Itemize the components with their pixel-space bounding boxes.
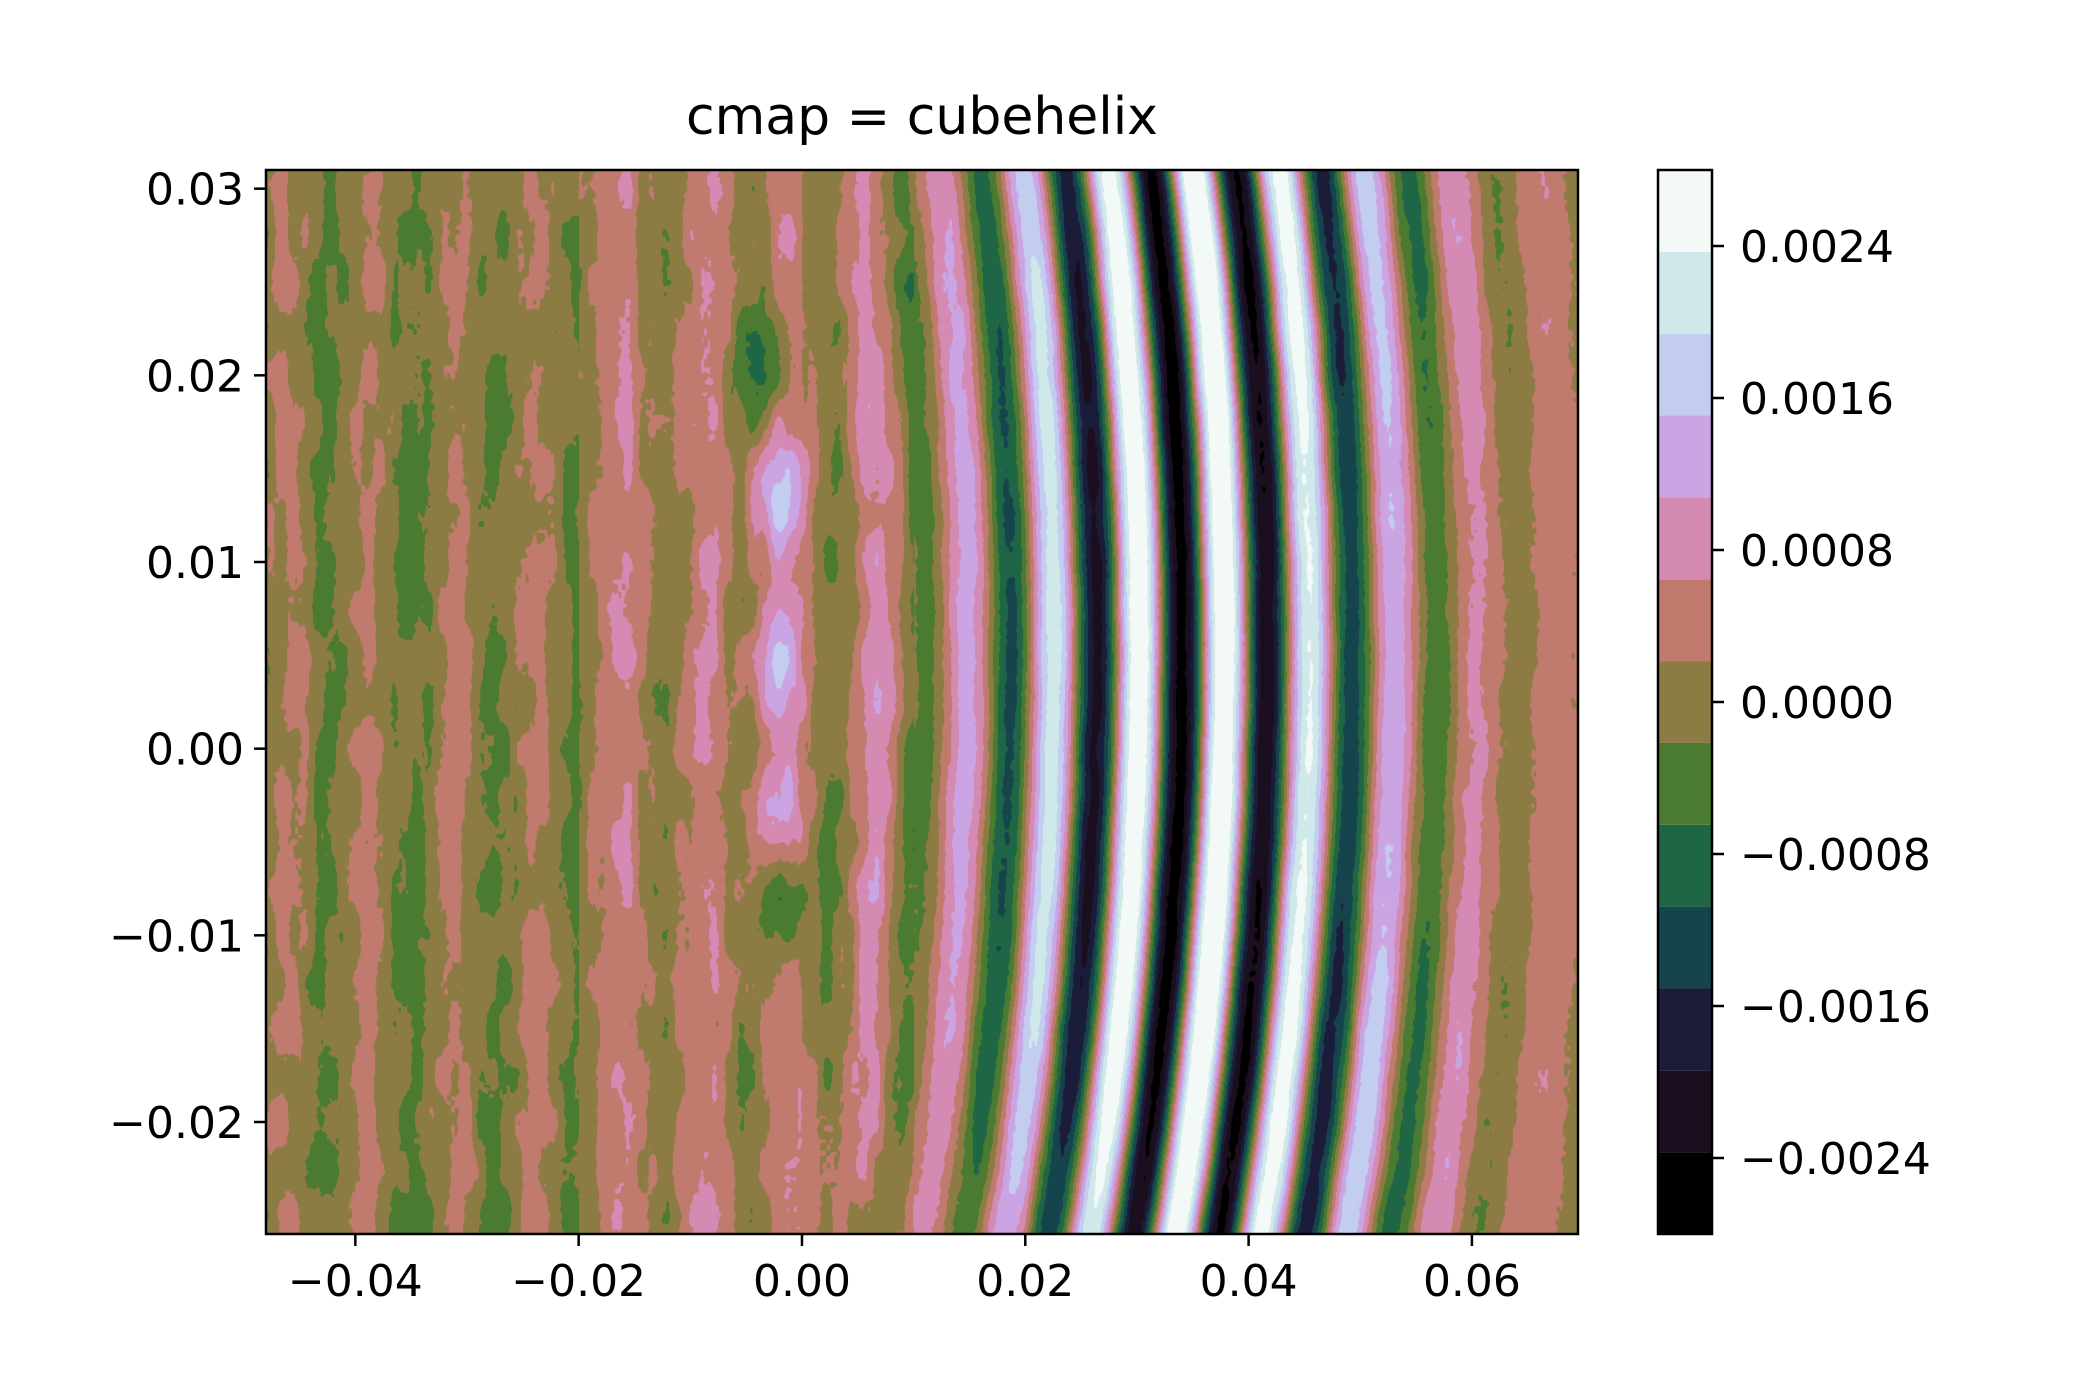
contour-field-wrapper (266, 170, 1578, 1234)
colorbar-band (1658, 251, 1712, 334)
colorbar-tick-label: 0.0000 (1740, 678, 1894, 729)
colorbar-tick-label: 0.0016 (1740, 374, 1894, 425)
colorbar-band (1658, 579, 1712, 662)
y-tick-label: 0.01 (146, 538, 244, 589)
x-tick-label: 0.00 (753, 1256, 851, 1307)
x-tick-label: 0.06 (1423, 1256, 1521, 1307)
colorbar-band (1658, 988, 1712, 1071)
x-tick-label: 0.02 (976, 1256, 1074, 1307)
x-tick-label: −0.04 (288, 1256, 423, 1307)
plot-frame (264, 168, 1580, 1236)
y-tick-label: 0.03 (146, 165, 244, 216)
colorbar-band (1658, 906, 1712, 989)
colorbar-tick-label: −0.0024 (1740, 1134, 1931, 1185)
y-tick-label: −0.01 (109, 911, 244, 962)
y-tick-label: 0.00 (146, 725, 244, 776)
colorbar-tick-label: 0.0008 (1740, 526, 1894, 577)
y-tick-label: 0.02 (146, 351, 244, 402)
colorbar-band (1658, 497, 1712, 580)
colorbar: −0.0024 −0.0016 −0.0008 0.0000 0.0008 0.0016 0… (1656, 168, 1931, 1236)
x-tick-label: 0.04 (1200, 1256, 1298, 1307)
colorbar-tick-label: −0.0008 (1740, 830, 1931, 881)
x-axis: −0.04 −0.02 0.00 0.02 0.04 0.06 (288, 1234, 1521, 1307)
colorbar-band (1658, 415, 1712, 498)
plot-area (264, 168, 1580, 1236)
contour-field (266, 170, 1578, 1234)
colorbar-band (1658, 661, 1712, 743)
colorbar-band (1658, 333, 1712, 416)
colorbar-band (1658, 824, 1712, 907)
x-tick-label: −0.02 (511, 1256, 646, 1307)
colorbar-band (1658, 742, 1712, 825)
colorbar-band (1658, 170, 1712, 252)
chart-title: cmap = cubehelix (686, 87, 1158, 147)
colorbar-band (1658, 1070, 1712, 1153)
y-tick-label: −0.02 (109, 1098, 244, 1149)
colorbar-tick-label: −0.0016 (1740, 982, 1931, 1033)
y-axis: −0.02 −0.01 0.00 0.01 0.02 0.03 (109, 165, 266, 1149)
colorbar-tick-label: 0.0024 (1740, 222, 1894, 273)
colorbar-band (1658, 1152, 1712, 1234)
